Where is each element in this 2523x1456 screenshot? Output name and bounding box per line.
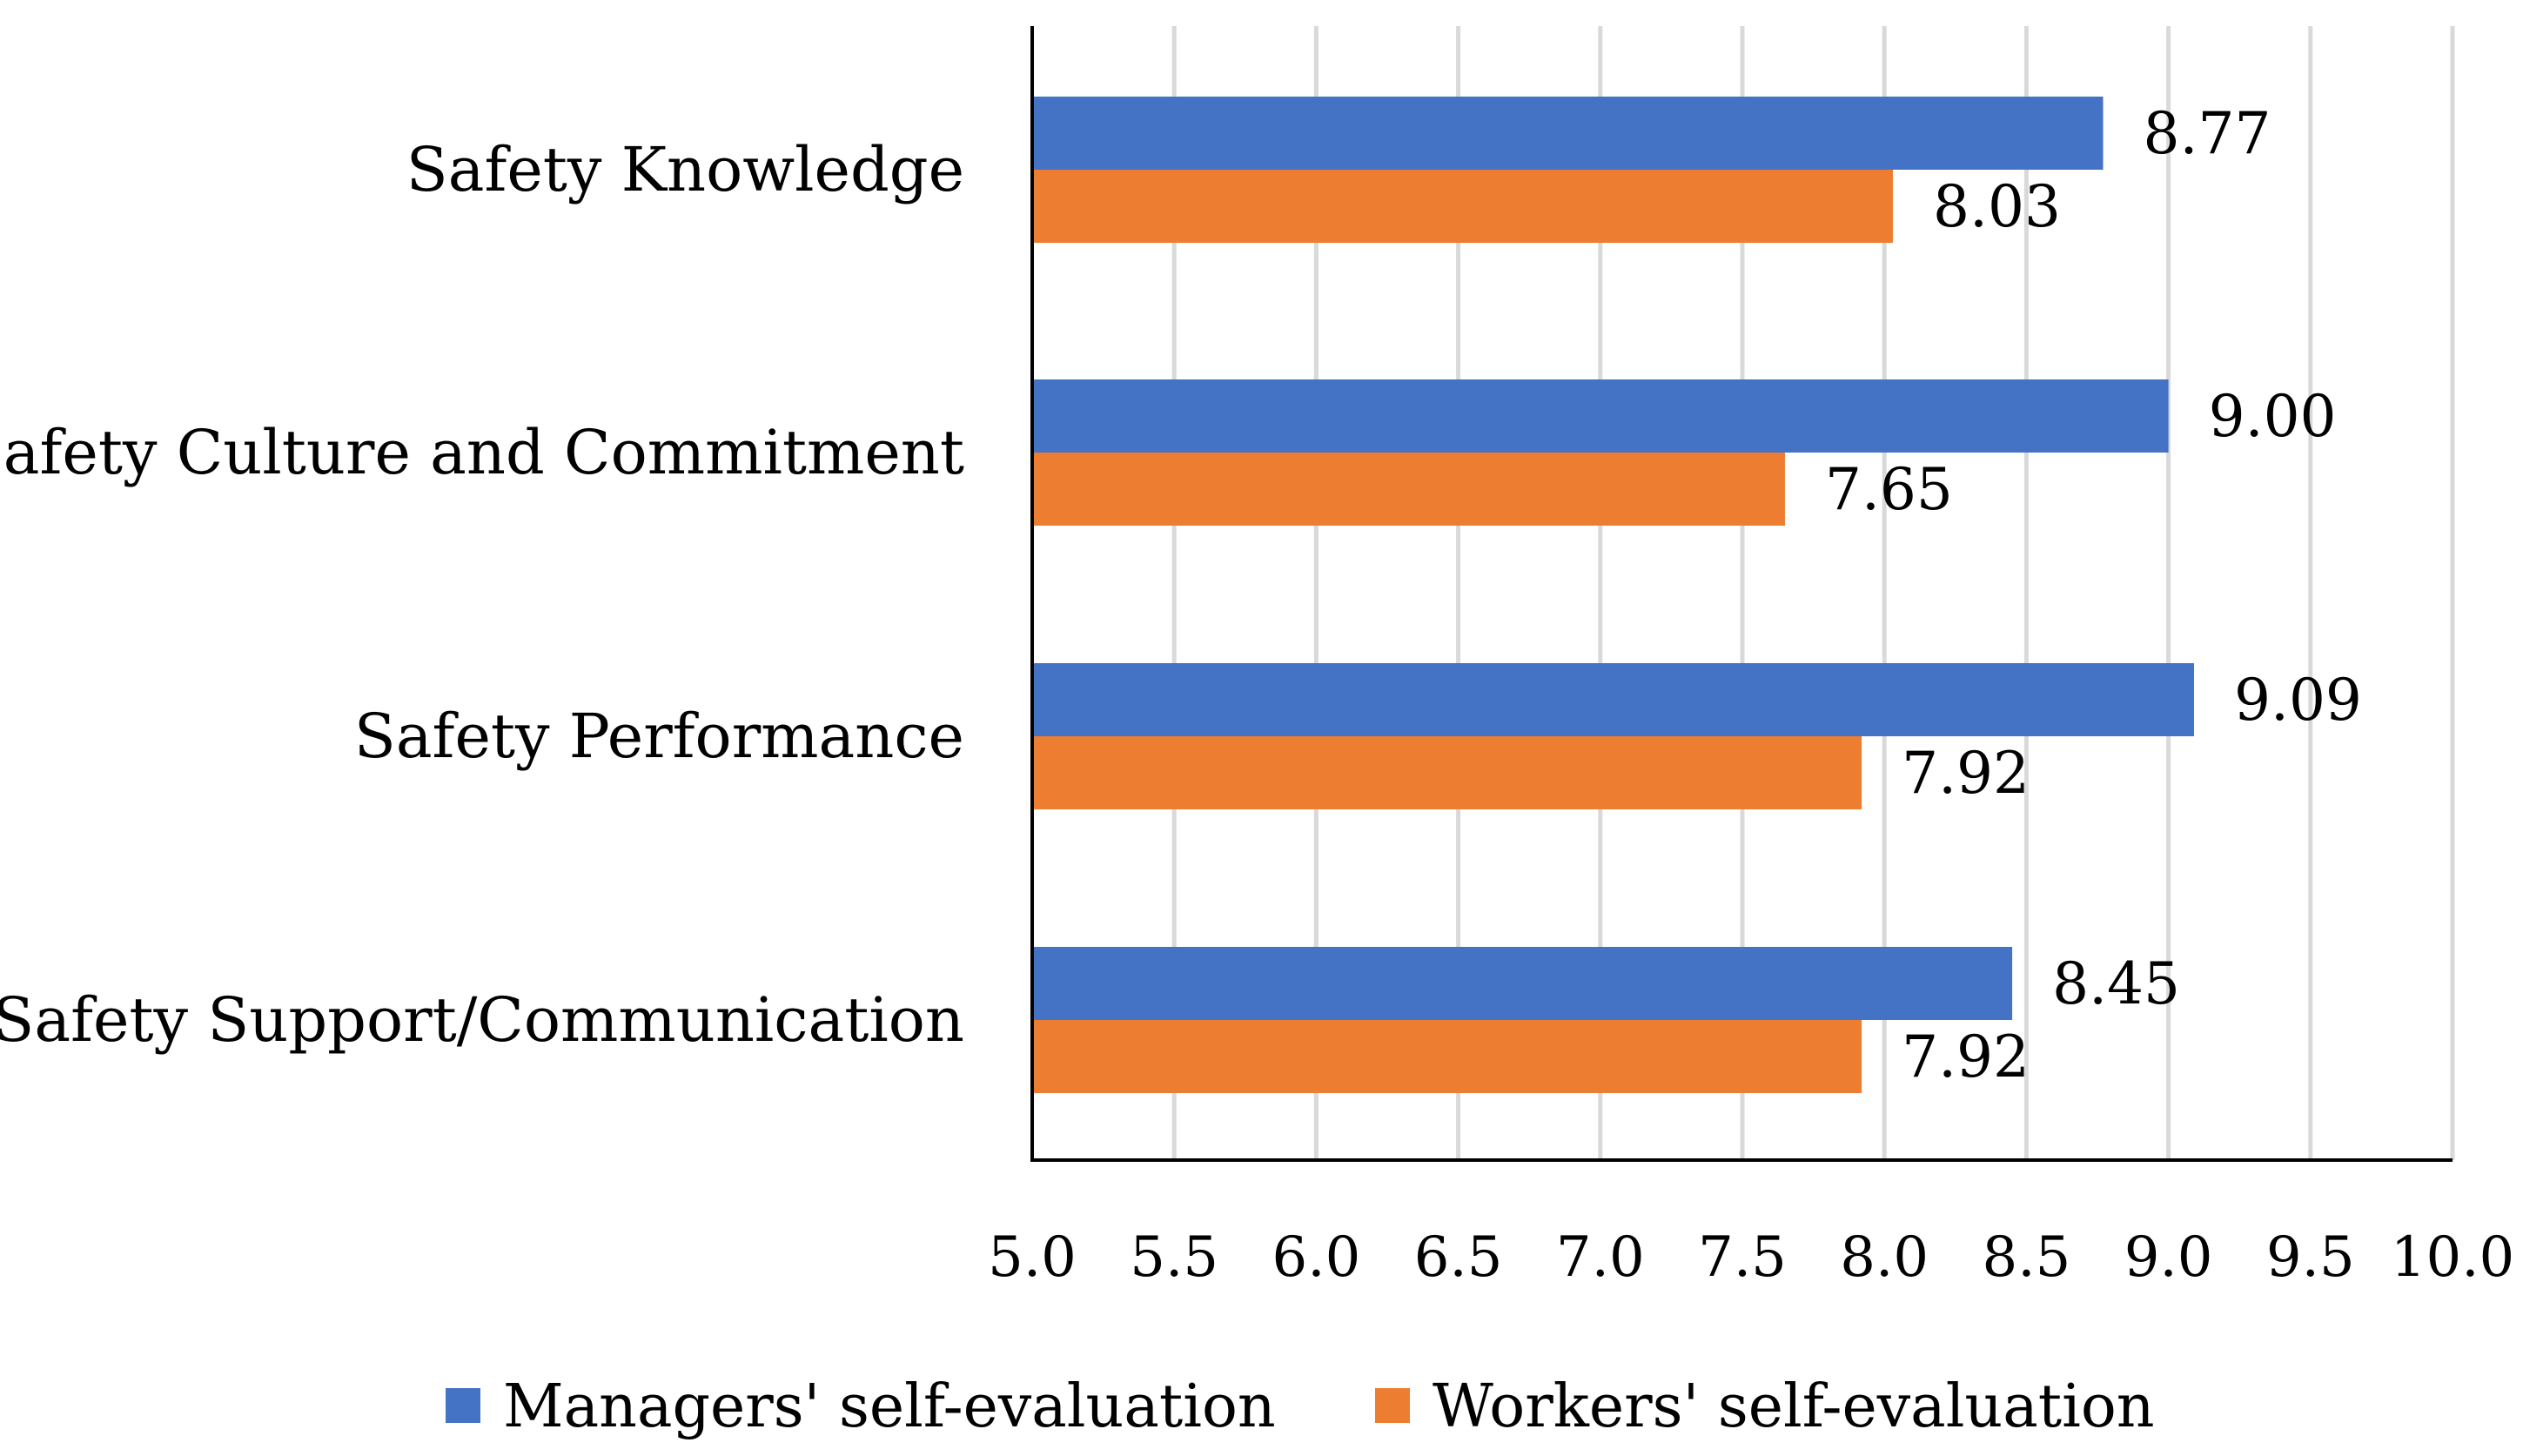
worker-data-label: 7.92 <box>1902 1023 2030 1090</box>
legend-workers-label: Workers' self-evaluation <box>1433 1372 2155 1441</box>
worker-bar <box>1032 1020 1862 1093</box>
worker-data-label: 7.92 <box>1902 740 2030 807</box>
manager-data-label: 8.77 <box>2144 100 2271 167</box>
x-tick-label: 6.5 <box>1414 1225 1503 1290</box>
legend-managers-swatch <box>446 1388 480 1423</box>
legend: Managers' self-evaluation Workers' self-e… <box>446 1372 2155 1441</box>
category-label: Safety Culture and Commitment <box>0 417 964 488</box>
category-label: Safety Performance <box>354 701 964 772</box>
labels: 5.0 5.5 6.0 6.5 7.0 7.5 8.0 8.5 9.0 9.5 10.0 8.77 8.… <box>0 100 2514 1290</box>
axes <box>1030 26 2453 1162</box>
manager-bar <box>1032 947 2013 1020</box>
x-tick-label: 9.0 <box>2124 1225 2213 1290</box>
x-tick-label: 5.0 <box>988 1225 1077 1290</box>
x-tick-label: 5.5 <box>1130 1225 1218 1290</box>
manager-data-label: 9.09 <box>2234 667 2362 734</box>
worker-bar <box>1032 736 1862 809</box>
x-tick-label: 10.0 <box>2391 1225 2515 1290</box>
x-tick-label: 8.0 <box>1840 1225 1929 1290</box>
category-label: Safety Knowledge <box>406 134 964 205</box>
worker-data-label: 7.65 <box>1825 456 1953 523</box>
x-tick-label: 8.5 <box>1983 1225 2071 1290</box>
manager-bar <box>1032 379 2169 453</box>
manager-bar <box>1032 97 2104 170</box>
x-tick-label: 6.0 <box>1272 1225 1361 1290</box>
x-tick-label: 7.5 <box>1698 1225 1787 1290</box>
worker-bar <box>1032 453 1785 526</box>
x-tick-label: 9.5 <box>2266 1225 2355 1290</box>
bars <box>1032 97 2194 1093</box>
x-tick-label: 7.0 <box>1556 1225 1645 1290</box>
category-label: Safety Support/Communication <box>0 984 964 1056</box>
manager-bar <box>1032 663 2194 736</box>
worker-data-label: 8.03 <box>1933 173 2061 240</box>
legend-managers-label: Managers' self-evaluation <box>503 1372 1276 1441</box>
manager-data-label: 8.45 <box>2052 950 2180 1017</box>
legend-workers-swatch <box>1375 1388 1410 1423</box>
worker-bar <box>1032 170 1893 243</box>
manager-data-label: 9.00 <box>2209 383 2337 450</box>
